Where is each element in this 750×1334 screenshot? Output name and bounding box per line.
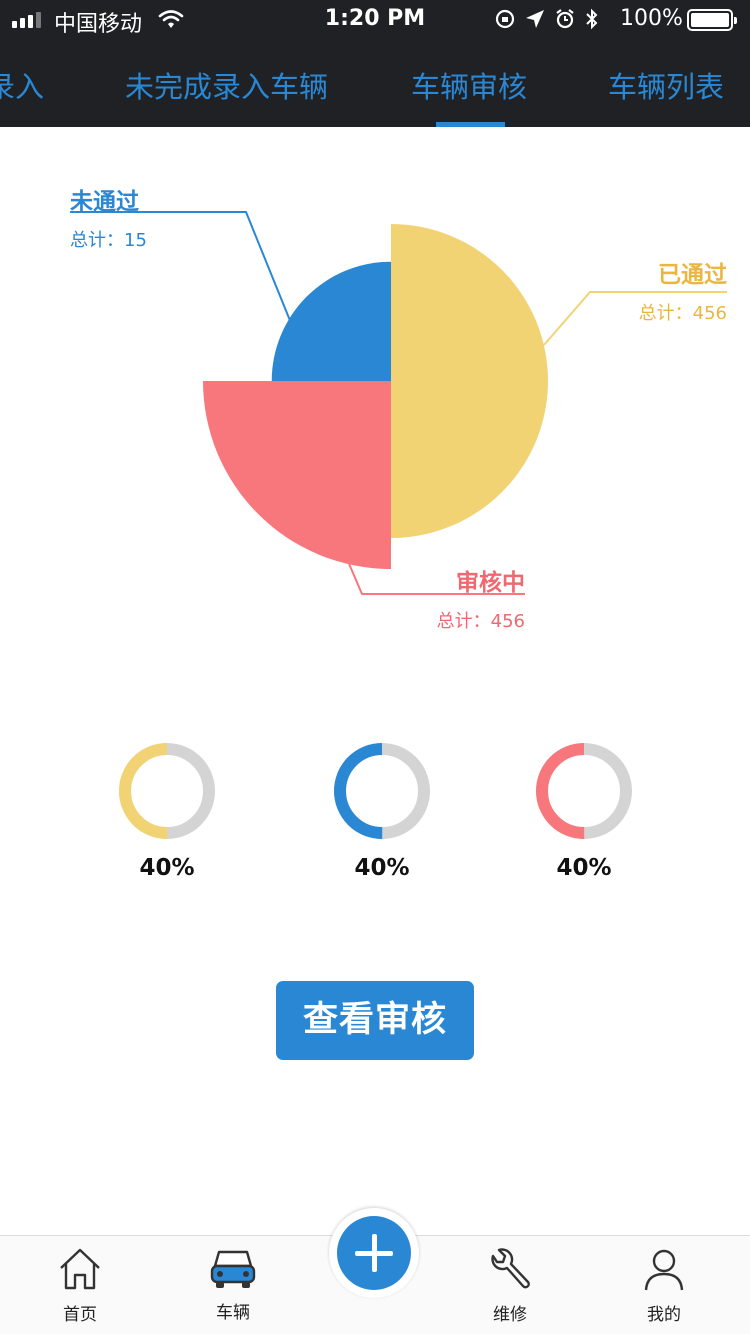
home-icon xyxy=(60,1248,100,1290)
tab-vehicle-review[interactable]: 车辆审核 xyxy=(411,70,528,104)
label-passed-total: 总计：456 xyxy=(638,303,727,324)
progress-ring-fill-2 xyxy=(536,743,632,839)
progress-label-failed: 40% xyxy=(354,855,410,881)
label-passed: 已通过 总计：456 xyxy=(590,255,727,325)
nav-vehicles-label: 车辆 xyxy=(216,1303,250,1323)
progress-label-reviewing: 40% xyxy=(556,855,612,881)
carrier-name: 中国移动 xyxy=(54,12,143,37)
tab-vehicle-list[interactable]: 车辆列表 xyxy=(608,70,725,104)
label-reviewing: 审核中 总计：456 xyxy=(388,563,525,633)
progress-rings xyxy=(119,743,632,839)
view-review-button[interactable]: 查看审核 xyxy=(276,981,474,1060)
status-time: 1:20 PM xyxy=(324,6,426,31)
alarm-icon xyxy=(556,9,574,29)
progress-ring-fill-0 xyxy=(119,743,215,839)
battery-percent: 100% xyxy=(620,6,683,31)
review-status-chart xyxy=(70,211,727,595)
nav-home[interactable]: 首页 xyxy=(30,1246,130,1325)
nav-vehicles[interactable]: 车辆 xyxy=(183,1246,283,1323)
rotation-lock-icon xyxy=(495,9,515,29)
signal-icon xyxy=(12,12,41,28)
top-bar: 中国移动 1:20 PM xyxy=(0,0,750,127)
label-failed: 未通过 总计：15 xyxy=(70,182,147,252)
bluetooth-icon xyxy=(586,8,598,30)
pie-slice-2 xyxy=(271,261,391,381)
wifi-icon xyxy=(158,10,184,28)
nav-home-label: 首页 xyxy=(63,1305,97,1325)
user-icon xyxy=(644,1249,684,1291)
leader-line-reviewing xyxy=(346,558,525,595)
status-icons xyxy=(494,8,600,30)
leader-line-failed xyxy=(70,211,292,324)
label-failed-total: 总计：15 xyxy=(70,230,147,251)
tab-incomplete-vehicles[interactable]: 未完成录入车辆 xyxy=(125,70,329,104)
nav-repair-label: 维修 xyxy=(493,1305,527,1325)
tab-active-indicator xyxy=(436,122,505,127)
label-reviewing-total: 总计：456 xyxy=(436,611,525,632)
pie-slice-0 xyxy=(391,224,548,538)
label-failed-title: 未通过 xyxy=(70,189,139,215)
wrench-icon xyxy=(491,1248,530,1289)
status-bar: 中国移动 1:20 PM xyxy=(0,0,750,40)
nav-repair[interactable]: 维修 xyxy=(460,1246,560,1325)
pie-slice-1 xyxy=(203,381,391,569)
battery-icon xyxy=(687,9,737,31)
nav-mine[interactable]: 我的 xyxy=(614,1246,714,1325)
progress-label-passed: 40% xyxy=(139,855,195,881)
label-passed-title: 已通过 xyxy=(658,262,727,288)
progress-ring-fill-1 xyxy=(334,743,430,839)
car-icon xyxy=(210,1250,256,1288)
label-reviewing-title: 审核中 xyxy=(456,570,525,596)
leader-line-passed xyxy=(543,291,727,346)
nav-mine-label: 我的 xyxy=(647,1305,681,1325)
add-button[interactable] xyxy=(337,1216,411,1290)
tab-record[interactable]: 录入 xyxy=(0,70,45,104)
location-icon xyxy=(526,10,544,28)
